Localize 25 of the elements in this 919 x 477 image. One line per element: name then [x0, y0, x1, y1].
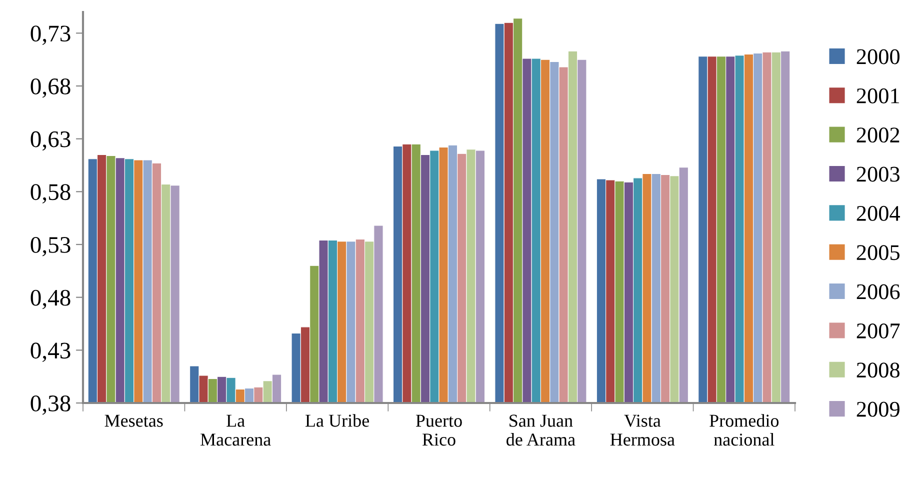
y-tick-label: 0,68: [30, 78, 70, 98]
legend-label: 2000: [856, 49, 900, 64]
legend-label: 2008: [856, 362, 900, 378]
y-tick-label: 0,48: [30, 290, 70, 310]
y-tick-label: 0,38: [30, 395, 70, 415]
y-tick-label: 0,73: [30, 26, 70, 45]
y-tick-label: 0,43: [30, 342, 70, 362]
x-tick-label: La Uribe: [305, 414, 369, 427]
x-tick-label: Puerto Rico: [416, 414, 462, 446]
y-tick-label: 0,53: [30, 236, 70, 256]
y-tick-label: 0,63: [30, 131, 70, 151]
legend-label: 2009: [856, 402, 900, 417]
legend-label: 2005: [856, 245, 900, 260]
legend-label: 2006: [856, 284, 900, 300]
x-tick-label: Vista Hermosa: [610, 414, 675, 446]
x-tick-label: Promedio nacional: [710, 414, 779, 446]
legend-label: 2001: [856, 88, 900, 104]
y-tick-label: 0,58: [30, 184, 70, 204]
legend-label: 2007: [856, 323, 900, 338]
legend-label: 2003: [856, 166, 900, 182]
x-tick-label: San Juan de Arama: [506, 414, 576, 446]
x-tick-label: La Macarena: [200, 414, 271, 446]
legend-label: 2004: [856, 206, 900, 221]
x-tick-label: Mesetas: [104, 414, 163, 427]
legend-label: 2002: [856, 128, 900, 143]
